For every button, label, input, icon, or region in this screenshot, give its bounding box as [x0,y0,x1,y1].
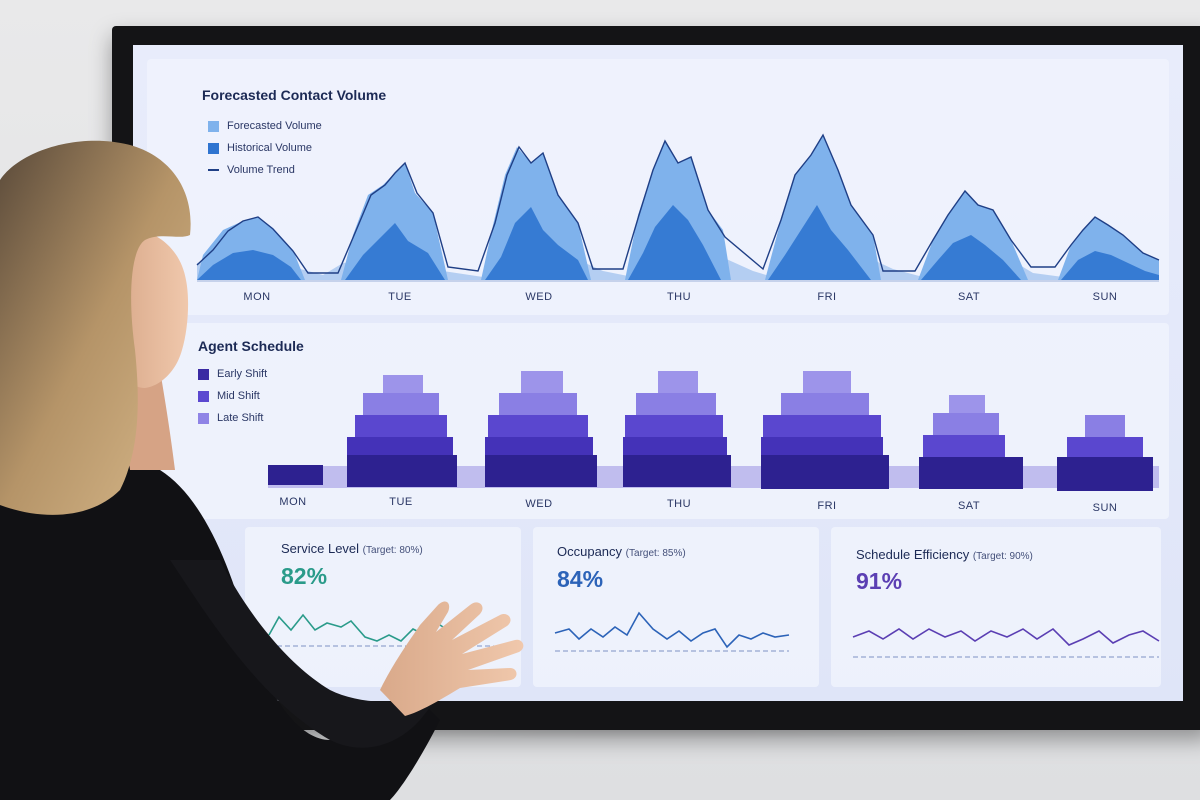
schedule-day-wed: WED [525,498,553,510]
volume-trend-line [196,133,1160,274]
schedule-day-thu: THU [666,498,692,510]
legend-historical: Historical Volume [208,137,322,159]
schedule-efficiency-sparkline [852,627,1160,646]
historical-volume-area [197,205,1159,280]
schedule-day-sat: SAT [957,500,981,512]
schedule-title: Agent Schedule [198,338,304,354]
legend-late-shift: Late Shift [198,407,267,429]
schedule-day-sun: SUN [1092,502,1118,514]
occupancy-sparkline [554,611,790,649]
schedule-day-fri: FRI [817,500,837,512]
legend-mid-shift: Mid Shift [198,385,267,407]
forecast-day-tue: TUE [388,291,412,303]
forecast-day-thu: THU [666,291,692,303]
kpi-schedule-efficiency-title: Schedule Efficiency (Target: 90%) [856,547,1033,562]
kpi-service-level-title: Service Level (Target: 80%) [281,541,423,556]
schedule-legend: Early Shift Mid Shift Late Shift [198,363,267,429]
dashboard-screen: Forecasted Contact Volume Forecasted Vol… [133,45,1183,701]
legend-forecasted: Forecasted Volume [208,115,322,137]
kpi-service-level-value: 82% [281,563,328,589]
kpi-card-schedule-efficiency [831,527,1161,687]
kpi-occupancy-value: 84% [557,566,604,592]
forecast-area-chart [196,133,1160,282]
kpi-occupancy-title: Occupancy (Target: 85%) [557,544,686,559]
forecast-day-wed: WED [525,291,553,303]
presenter-person [0,140,524,800]
forecast-volume-area [197,135,1159,280]
forecast-title: Forecasted Contact Volume [202,87,387,103]
legend-early-shift: Early Shift [198,363,267,385]
kpi-card-occupancy [533,527,819,687]
legend-trend: Volume Trend [208,159,322,181]
schedule-day-tue: TUE [389,496,413,508]
schedule-day-mon: MON [279,496,307,508]
forecast-day-sat: SAT [957,291,981,303]
forecast-day-mon: MON [243,291,271,303]
forecast-day-sun: SUN [1092,291,1118,303]
kpi-schedule-efficiency-value: 91% [856,568,903,594]
forecast-day-fri: FRI [817,291,837,303]
agent-schedule-chart [268,371,1159,491]
forecast-legend: Forecasted Volume Historical Volume Volu… [208,115,322,181]
